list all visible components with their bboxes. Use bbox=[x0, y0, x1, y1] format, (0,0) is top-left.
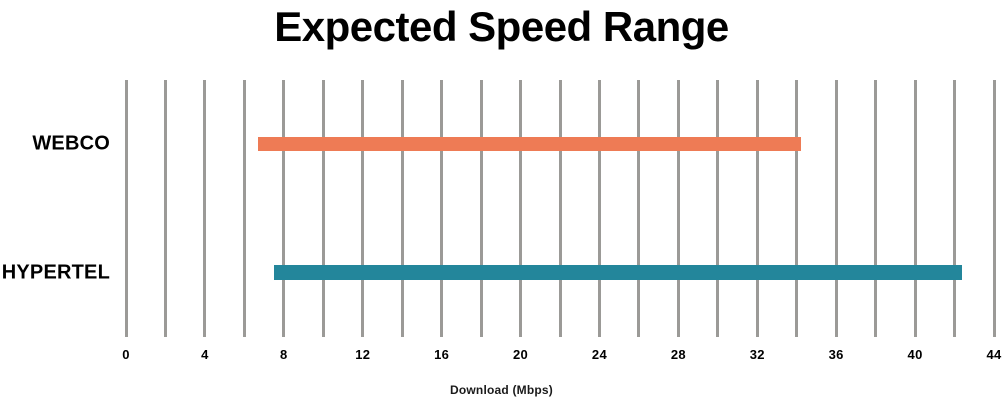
gridline bbox=[282, 80, 286, 337]
gridline bbox=[519, 80, 523, 337]
gridline bbox=[361, 80, 365, 337]
gridline bbox=[874, 80, 878, 337]
gridline bbox=[440, 80, 444, 337]
gridline bbox=[913, 80, 917, 337]
gridline bbox=[795, 80, 799, 337]
x-tick-label: 40 bbox=[907, 347, 923, 362]
gridline bbox=[479, 80, 483, 337]
gridline bbox=[558, 80, 562, 337]
x-tick-label: 32 bbox=[749, 347, 765, 362]
range-bar-webco[interactable] bbox=[258, 137, 801, 152]
category-label-hypertel: HYPERTEL bbox=[1, 261, 110, 284]
gridline bbox=[716, 80, 720, 337]
gridline bbox=[992, 80, 996, 337]
x-tick-label: 36 bbox=[828, 347, 844, 362]
gridline bbox=[163, 80, 167, 337]
range-bar-hypertel[interactable] bbox=[273, 265, 963, 281]
gridline bbox=[676, 80, 680, 337]
x-tick-label: 12 bbox=[355, 347, 371, 362]
gridline bbox=[124, 80, 128, 337]
category-label-webco: WEBCO bbox=[32, 132, 110, 155]
x-axis-title: Download (Mbps) bbox=[450, 383, 553, 397]
x-tick-label: 28 bbox=[670, 347, 686, 362]
plot-area bbox=[124, 80, 996, 337]
x-tick-label: 0 bbox=[122, 347, 130, 362]
gridline bbox=[953, 80, 957, 337]
gridline bbox=[203, 80, 207, 337]
gridline bbox=[637, 80, 641, 337]
gridline bbox=[400, 80, 404, 337]
chart-title: Expected Speed Range bbox=[274, 3, 729, 50]
x-tick-label: 16 bbox=[434, 347, 450, 362]
gridline bbox=[597, 80, 601, 337]
category-axis: WEBCO HYPERTEL bbox=[0, 80, 116, 337]
gridline bbox=[755, 80, 759, 337]
x-tick-label: 8 bbox=[280, 347, 288, 362]
x-tick-label: 24 bbox=[591, 347, 607, 362]
x-tick-label: 20 bbox=[513, 347, 529, 362]
x-tick-label: 44 bbox=[986, 347, 1002, 362]
gridline bbox=[242, 80, 246, 337]
gridline bbox=[834, 80, 838, 337]
x-tick-label: 4 bbox=[201, 347, 209, 362]
x-axis-ticks: 0 4 8 12 16 20 24 28 32 36 40 44 bbox=[122, 337, 1001, 367]
gridline bbox=[321, 80, 325, 337]
